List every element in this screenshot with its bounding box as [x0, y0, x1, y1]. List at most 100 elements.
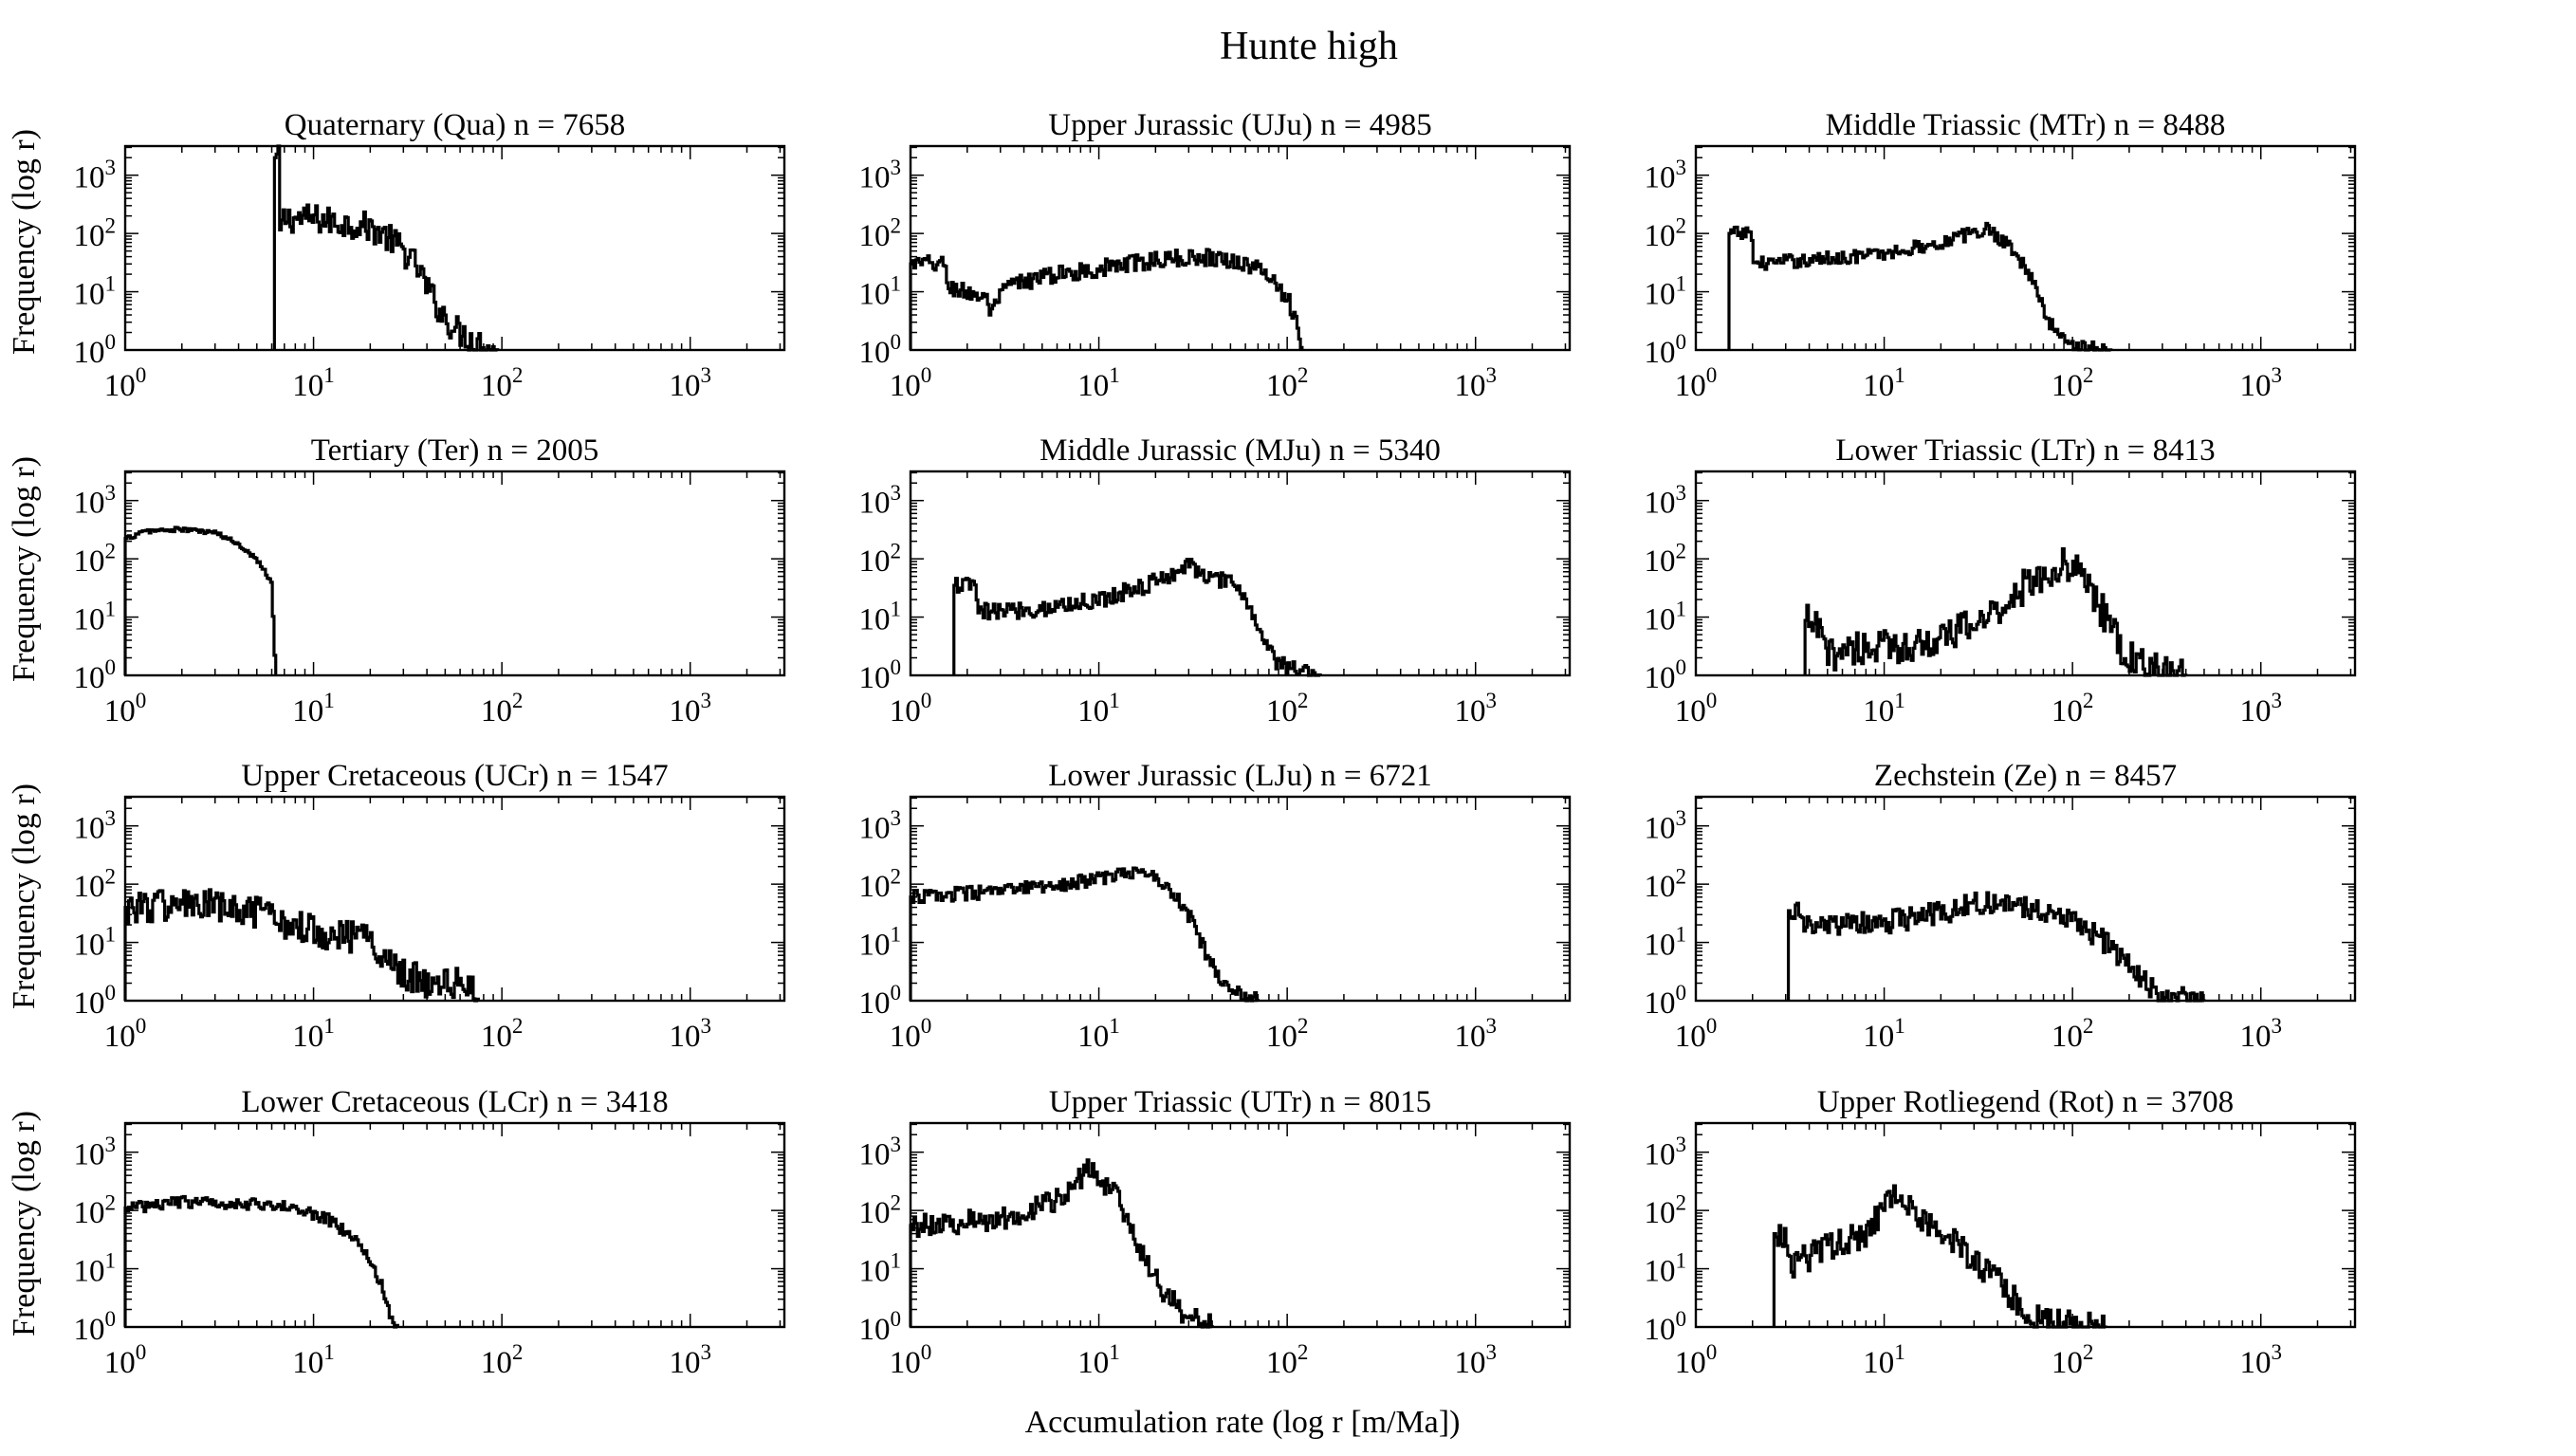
y-tick-label: 100	[1644, 980, 1686, 1021]
panel-4: Tertiary (Ter) n = 2005 100 101 102 103 100 10…	[73, 433, 786, 728]
y-tick-label: 101	[858, 271, 901, 312]
y-tick-label: 102	[73, 1189, 116, 1230]
x-tick-label: 100	[104, 362, 147, 403]
x-tick-label: 100	[890, 1339, 932, 1380]
y-tick-label: 102	[73, 212, 116, 253]
y-tick-label: 102	[1644, 863, 1686, 904]
x-tick-label: 102	[481, 1013, 524, 1054]
panel-2: Upper Jurassic (UJu) n = 4985 100 101 102 10…	[858, 108, 1572, 403]
y-tick-label: 101	[73, 271, 116, 312]
histogram-step	[123, 888, 480, 1003]
axes-frame	[1694, 795, 2357, 1003]
histogram-step	[1786, 891, 2206, 1003]
axes-frame	[1694, 144, 2357, 352]
y-tick-label: 100	[858, 654, 901, 695]
x-tick-label: 100	[1675, 1339, 1718, 1380]
y-tick-label: 100	[1644, 329, 1686, 370]
panel-title: Upper Jurassic (UJu) n = 4985	[1048, 108, 1431, 142]
y-tick-label: 101	[73, 922, 116, 963]
axes-frame	[909, 795, 1572, 1003]
x-tick-label: 101	[1863, 1013, 1905, 1054]
y-tick-label: 102	[858, 863, 901, 904]
x-tick-label: 101	[1863, 688, 1905, 728]
axes-frame	[909, 470, 1572, 677]
y-tick-label: 102	[858, 1189, 901, 1230]
y-tick-label: 103	[1644, 480, 1686, 521]
x-tick-label: 100	[1675, 362, 1718, 403]
panel-title: Middle Triassic (MTr) n = 8488	[1826, 108, 2226, 142]
y-tick-label: 102	[73, 538, 116, 579]
axes-frame	[123, 470, 786, 677]
y-tick-label: 101	[1644, 597, 1686, 637]
axes-frame	[909, 1121, 1572, 1329]
y-tick-label: 101	[1644, 271, 1686, 312]
x-tick-label: 102	[1266, 1339, 1309, 1380]
y-axis-label-row-3: Frequency (log r)	[7, 783, 42, 1009]
x-tick-label: 101	[292, 1339, 335, 1380]
x-tick-label: 101	[1077, 362, 1120, 403]
histogram-step	[952, 557, 1322, 677]
x-tick-label: 102	[1266, 1013, 1309, 1054]
y-tick-label: 101	[858, 1248, 901, 1289]
y-axis-label-row-1: Frequency (log r)	[7, 129, 42, 355]
y-tick-label: 103	[73, 805, 116, 846]
panel-6: Lower Triassic (LTr) n = 8413 100 101 102 10…	[1644, 433, 2357, 728]
axis-ticks	[1695, 471, 2355, 676]
panel-title: Tertiary (Ter) n = 2005	[311, 433, 599, 468]
x-tick-label: 102	[1266, 688, 1309, 728]
x-tick-label: 102	[481, 688, 524, 728]
x-tick-label: 103	[1454, 1013, 1497, 1054]
y-tick-label: 101	[73, 1248, 116, 1289]
x-tick-label: 101	[1077, 1013, 1120, 1054]
panel-title: Upper Cretaceous (UCr) n = 1547	[241, 759, 668, 793]
y-tick-label: 100	[858, 1306, 901, 1347]
y-tick-label: 103	[858, 1132, 901, 1172]
histogram-step	[909, 1158, 1214, 1329]
axes-frame	[123, 144, 786, 352]
x-tick-label: 100	[1675, 1013, 1718, 1054]
y-tick-label: 101	[1644, 1248, 1686, 1289]
x-tick-label: 101	[292, 1013, 335, 1054]
histogram-step	[909, 866, 1260, 1003]
panel-3: Middle Triassic (MTr) n = 8488 100 101 102 1…	[1644, 108, 2357, 403]
x-tick-label: 101	[1077, 1339, 1120, 1380]
x-tick-label: 103	[669, 688, 711, 728]
x-tick-label: 100	[104, 1013, 147, 1054]
axes-frame	[1694, 1121, 2357, 1329]
y-tick-label: 100	[858, 329, 901, 370]
y-tick-label: 102	[73, 863, 116, 904]
y-tick-label: 102	[1644, 212, 1686, 253]
axes-frame	[909, 144, 1572, 352]
axes-frame	[123, 795, 786, 1003]
panel-title: Middle Jurassic (MJu) n = 5340	[1040, 433, 1441, 468]
y-tick-label: 100	[858, 980, 901, 1021]
x-tick-label: 100	[890, 688, 932, 728]
x-tick-label: 101	[1863, 1339, 1905, 1380]
x-tick-label: 103	[669, 1339, 711, 1380]
panel-11: Upper Triassic (UTr) n = 8015 100 101 102 10…	[858, 1085, 1572, 1380]
axes-frame	[123, 1121, 786, 1329]
x-tick-label: 100	[890, 362, 932, 403]
y-tick-label: 100	[73, 1306, 116, 1347]
histogram-step	[272, 144, 500, 352]
y-tick-label: 103	[858, 155, 901, 195]
panel-5: Middle Jurassic (MJu) n = 5340 100 101 102 1…	[858, 433, 1572, 728]
x-tick-label: 102	[481, 1339, 524, 1380]
x-tick-label: 100	[1675, 688, 1718, 728]
y-tick-label: 103	[858, 480, 901, 521]
y-tick-label: 101	[73, 597, 116, 637]
x-tick-label: 101	[292, 688, 335, 728]
axes-frame	[1694, 470, 2357, 677]
panel-title: Quaternary (Qua) n = 7658	[285, 108, 626, 142]
panel-title: Upper Triassic (UTr) n = 8015	[1049, 1085, 1431, 1119]
x-tick-label: 103	[1454, 688, 1497, 728]
x-tick-label: 101	[1863, 362, 1905, 403]
panels: Quaternary (Qua) n = 7658 100 101 102 103 100…	[73, 108, 2357, 1380]
x-tick-label: 101	[1077, 688, 1120, 728]
panel-title: Lower Cretaceous (LCr) n = 3418	[241, 1085, 668, 1119]
y-tick-label: 100	[73, 329, 116, 370]
x-tick-label: 103	[1454, 1339, 1497, 1380]
y-tick-label: 100	[73, 654, 116, 695]
x-tick-label: 102	[481, 362, 524, 403]
